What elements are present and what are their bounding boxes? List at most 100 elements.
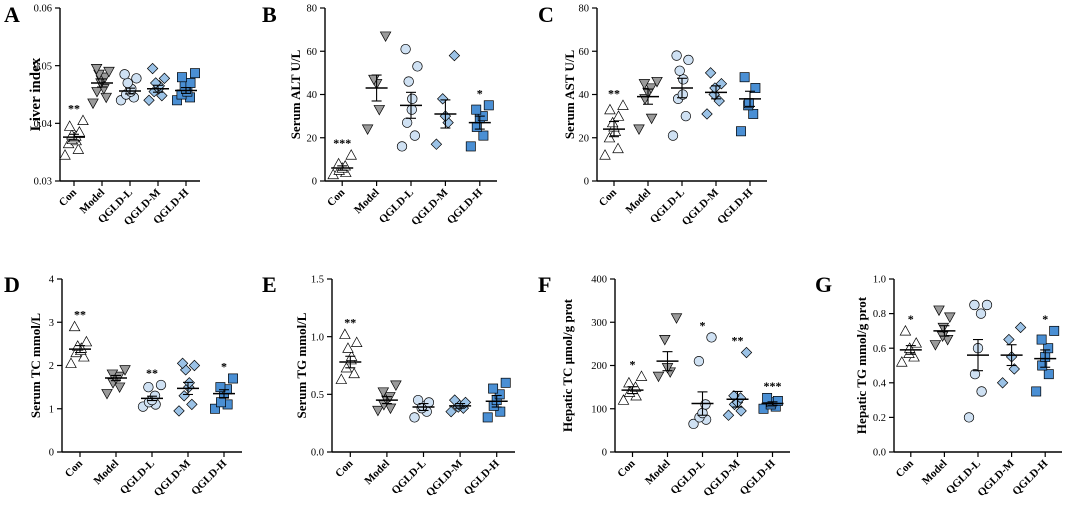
category-label: QGLD-H (189, 457, 229, 497)
data-point (407, 93, 418, 104)
data-point (400, 43, 411, 55)
data-point (606, 116, 619, 128)
data-point (339, 328, 351, 339)
significance-label: * (1042, 312, 1048, 326)
data-point (68, 320, 81, 332)
y-axis-title: Serum AST U/L (562, 50, 577, 140)
y-tick-label: 200 (591, 361, 607, 372)
category-label: Model (362, 458, 392, 488)
y-tick-label: 4 (49, 275, 55, 286)
data-point (143, 94, 155, 106)
y-tick-label: 1.5 (311, 275, 324, 286)
significance-label: ** (732, 334, 744, 348)
category-label: Model (920, 458, 950, 488)
y-tick-label: 3 (49, 318, 54, 329)
y-tick-label: 400 (591, 275, 607, 286)
data-point (599, 149, 611, 160)
data-point (1043, 343, 1054, 354)
category-label: Con (57, 187, 79, 209)
data-point (423, 397, 435, 408)
data-point (478, 130, 489, 141)
y-tick-label: 0.2 (873, 413, 886, 424)
category-label: QGLD-M (975, 457, 1017, 499)
data-point (700, 399, 711, 410)
data-point (459, 396, 472, 409)
category-label: Con (615, 458, 637, 480)
data-point (90, 63, 103, 75)
data-point (188, 359, 201, 372)
data-point (488, 383, 499, 394)
significance-label: ** (608, 86, 620, 100)
y-axis-title: Hepatic TC μmol/g prot (560, 298, 575, 432)
data-point (216, 397, 226, 408)
y-tick-label: 80 (579, 4, 590, 15)
data-point (623, 376, 635, 388)
y-tick-label: 0.4 (873, 378, 887, 389)
data-point (740, 346, 753, 359)
data-point (645, 113, 658, 125)
y-tick-label: 20 (579, 133, 590, 144)
data-point (403, 76, 414, 87)
data-point (677, 89, 688, 100)
y-tick-label: 60 (307, 47, 318, 58)
data-point (996, 377, 1009, 389)
data-point (736, 126, 746, 137)
category-label: Con (325, 187, 347, 209)
data-point (101, 389, 113, 400)
y-axis-title: Serum ALT U/L (288, 49, 303, 139)
data-point (1031, 386, 1042, 397)
data-point (390, 380, 402, 392)
panel-letter: D (4, 272, 20, 297)
data-point (750, 83, 761, 93)
data-point (483, 100, 494, 111)
category-label: Con (63, 458, 85, 480)
y-tick-label: 0 (584, 177, 589, 188)
y-tick-label: 0.0 (311, 448, 324, 459)
significance-label: * (630, 357, 636, 371)
data-point (210, 403, 220, 414)
data-point (772, 396, 783, 406)
data-point (976, 386, 987, 397)
y-tick-label: 0 (49, 448, 54, 459)
data-point (106, 369, 119, 381)
category-label: QGLD-H (1010, 457, 1050, 497)
data-point (659, 335, 671, 346)
data-point (100, 92, 112, 104)
data-point (706, 332, 717, 343)
y-tick-label: 0 (312, 177, 317, 188)
panel-g: G Hepatic TG mmol/g prot 0.0 0.2 0.4 0.6 0.8 1.… (815, 272, 1062, 499)
data-point (963, 412, 975, 423)
data-point (910, 337, 922, 348)
data-point (704, 67, 717, 79)
data-point (465, 141, 476, 152)
data-point (739, 72, 750, 83)
category-label: QGLD-H (462, 457, 502, 497)
data-point (941, 335, 954, 346)
y-tick-label: 1.0 (873, 275, 886, 286)
data-point (342, 342, 354, 353)
data-point (715, 77, 728, 90)
data-point (667, 130, 679, 141)
category-label: QGLD-H (738, 457, 778, 497)
data-point (701, 108, 713, 120)
data-point (944, 312, 956, 323)
y-tick-label: 20 (307, 133, 318, 144)
y-tick-label: 2 (49, 361, 54, 372)
data-point (735, 405, 747, 417)
data-point (122, 77, 133, 89)
data-point (430, 138, 443, 150)
category-label: QGLD-M (409, 186, 451, 228)
data-point (652, 371, 665, 383)
y-tick-label: 1 (49, 404, 54, 415)
data-point (683, 54, 694, 66)
data-point (674, 65, 685, 76)
data-point (680, 110, 692, 122)
y-tick-label: 0.6 (873, 344, 886, 355)
data-point (409, 412, 420, 423)
data-point (173, 405, 185, 417)
data-point (645, 83, 657, 94)
data-point (445, 405, 457, 418)
significance-label: ** (68, 101, 80, 115)
